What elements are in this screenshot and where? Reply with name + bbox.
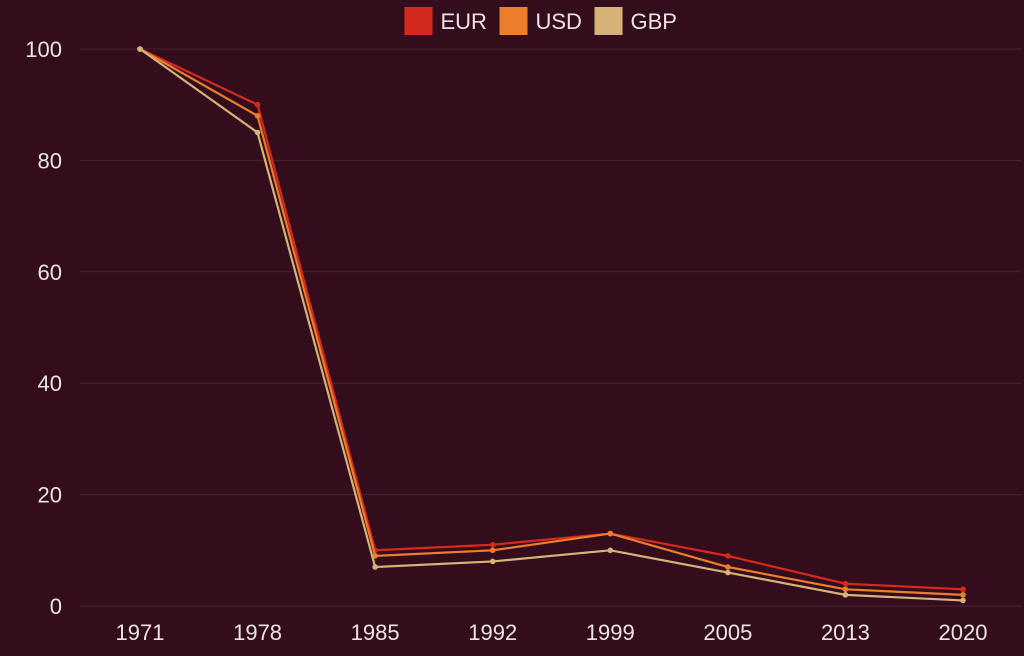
data-point-eur <box>254 101 261 108</box>
y-tick-label: 40 <box>38 371 62 396</box>
legend-swatch-usd <box>499 7 528 35</box>
legend-label-gbp: GBP <box>631 9 677 34</box>
legend-label-eur: EUR <box>441 9 487 34</box>
x-axis-ticks: 1971 1978 1985 1992 1999 2005 2013 2020 <box>116 620 988 645</box>
legend-label-usd: USD <box>536 9 582 34</box>
legend-swatch-eur <box>404 7 433 35</box>
data-point-eur <box>489 541 496 548</box>
x-tick-label: 1985 <box>351 620 400 645</box>
data-point-usd <box>725 564 731 570</box>
data-point-gbp <box>372 564 378 570</box>
x-tick-label: 1971 <box>116 620 165 645</box>
legend: EUR USD GBP <box>404 7 677 35</box>
data-point-usd <box>254 113 261 119</box>
legend-item-eur[interactable]: EUR <box>404 7 487 35</box>
data-point-usd <box>842 586 849 593</box>
x-tick-label: 1992 <box>468 620 517 645</box>
data-point-usd <box>607 530 614 537</box>
gridlines <box>80 48 1022 607</box>
series-line-usd <box>139 48 964 596</box>
data-point-gbp <box>960 597 966 604</box>
data-point-eur <box>725 553 731 559</box>
y-axis-ticks: 0 20 40 60 80 100 <box>25 37 62 619</box>
data-point-usd <box>489 547 496 554</box>
data-point-usd <box>960 592 966 598</box>
data-point-gbp <box>489 558 496 565</box>
data-point-eur <box>842 580 849 587</box>
data-point-eur <box>960 586 966 593</box>
y-tick-label: 20 <box>38 483 62 508</box>
y-tick-label: 60 <box>38 260 62 285</box>
legend-item-usd[interactable]: USD <box>499 7 582 35</box>
x-tick-label: 1978 <box>233 620 282 645</box>
data-point-usd <box>372 553 378 559</box>
series-line-eur <box>139 48 964 591</box>
x-tick-label: 2013 <box>821 620 870 645</box>
x-tick-label: 2005 <box>703 620 752 645</box>
data-point-gbp <box>725 569 731 576</box>
data-point-gbp <box>842 592 849 598</box>
y-tick-label: 0 <box>50 594 62 619</box>
y-tick-label: 80 <box>38 148 62 173</box>
series-line-gbp <box>139 48 964 602</box>
data-point-gbp <box>254 129 261 136</box>
series-lines <box>137 46 966 604</box>
y-tick-label: 100 <box>25 37 62 62</box>
data-point-gbp <box>137 46 143 52</box>
legend-item-gbp[interactable]: GBP <box>594 7 677 35</box>
data-point-gbp <box>607 547 614 554</box>
x-tick-label: 1999 <box>586 620 635 645</box>
legend-swatch-gbp <box>594 7 623 35</box>
x-tick-label: 2020 <box>939 620 988 645</box>
